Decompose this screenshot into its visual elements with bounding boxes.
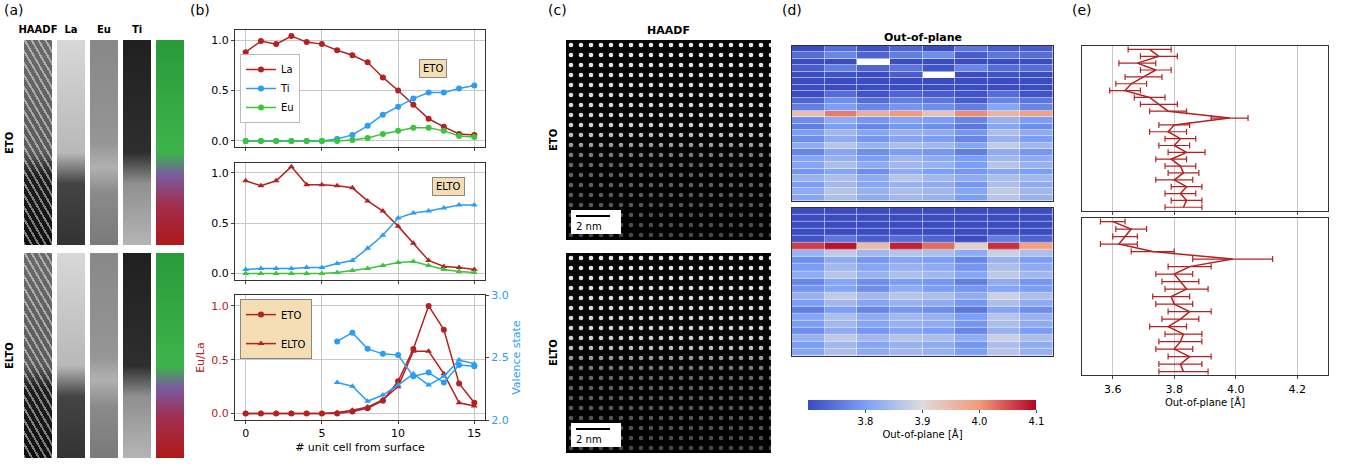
svg-text:4.1: 4.1 (1029, 416, 1045, 427)
svg-text:Eu: Eu (281, 102, 294, 113)
html-text:HAADF: HAADF (18, 24, 58, 35)
svg-text:Out-of-plane [Å]: Out-of-plane [Å] (882, 429, 962, 441)
svg-text:1.0: 1.0 (211, 34, 229, 47)
svg-text:2 nm: 2 nm (576, 434, 602, 445)
svg-text:# unit cell from surface: # unit cell from surface (295, 441, 425, 454)
html-text:(a): (a) (4, 2, 24, 18)
html-text:(b): (b) (190, 2, 210, 18)
html-text:(e): (e) (1072, 2, 1092, 18)
svg-text:ELTO: ELTO (436, 181, 461, 192)
svg-text:2.0: 2.0 (491, 414, 509, 427)
svg-text:ETO: ETO (423, 63, 443, 74)
svg-text:0.5: 0.5 (211, 217, 229, 230)
html-text:(c): (c) (548, 2, 567, 18)
svg-text:3.8: 3.8 (1166, 383, 1184, 396)
html-text:La: La (64, 24, 78, 35)
svg-text:La: La (281, 64, 293, 75)
svg-text:2 nm: 2 nm (576, 221, 602, 232)
svg-text:Out-of-plane: Out-of-plane (884, 31, 962, 44)
html-text:Eu: Eu (97, 24, 111, 35)
svg-text:0: 0 (242, 427, 249, 440)
svg-text:0.0: 0.0 (211, 407, 229, 420)
svg-text:Eu/La: Eu/La (194, 342, 207, 373)
html-text:ELTO: ELTO (548, 339, 559, 367)
html-text:Ti: Ti (131, 24, 143, 35)
svg-text:3.8: 3.8 (858, 416, 874, 427)
svg-text:1.0: 1.0 (211, 167, 229, 180)
svg-text:ETO: ETO (281, 310, 301, 321)
svg-text:4.0: 4.0 (972, 416, 988, 427)
svg-text:5: 5 (318, 427, 325, 440)
svg-text:Out-of-plane [Å]: Out-of-plane [Å] (1165, 396, 1245, 408)
html-text:(d): (d) (782, 2, 802, 18)
html-text:ETO: ETO (4, 131, 15, 154)
svg-text:Ti: Ti (280, 83, 290, 94)
svg-text:4.2: 4.2 (1289, 383, 1307, 396)
svg-text:3.0: 3.0 (491, 289, 509, 302)
svg-text:0.0: 0.0 (211, 135, 229, 148)
html-text:ELTO: ELTO (4, 342, 15, 369)
svg-text:3.6: 3.6 (1104, 383, 1122, 396)
svg-text:4.0: 4.0 (1227, 383, 1245, 396)
svg-text:10: 10 (391, 427, 405, 440)
svg-text:Valence state: Valence state (510, 320, 523, 395)
svg-text:2.5: 2.5 (491, 351, 509, 364)
html-text:HAADF: HAADF (647, 24, 690, 37)
svg-text:ELTO: ELTO (281, 339, 306, 350)
svg-text:3.9: 3.9 (915, 416, 931, 427)
html-text:ETO: ETO (548, 128, 559, 152)
svg-text:0.5: 0.5 (211, 84, 229, 97)
svg-text:0.5: 0.5 (211, 354, 229, 367)
svg-text:15: 15 (467, 427, 481, 440)
svg-text:0.0: 0.0 (211, 267, 229, 280)
svg-text:1.0: 1.0 (211, 300, 229, 313)
